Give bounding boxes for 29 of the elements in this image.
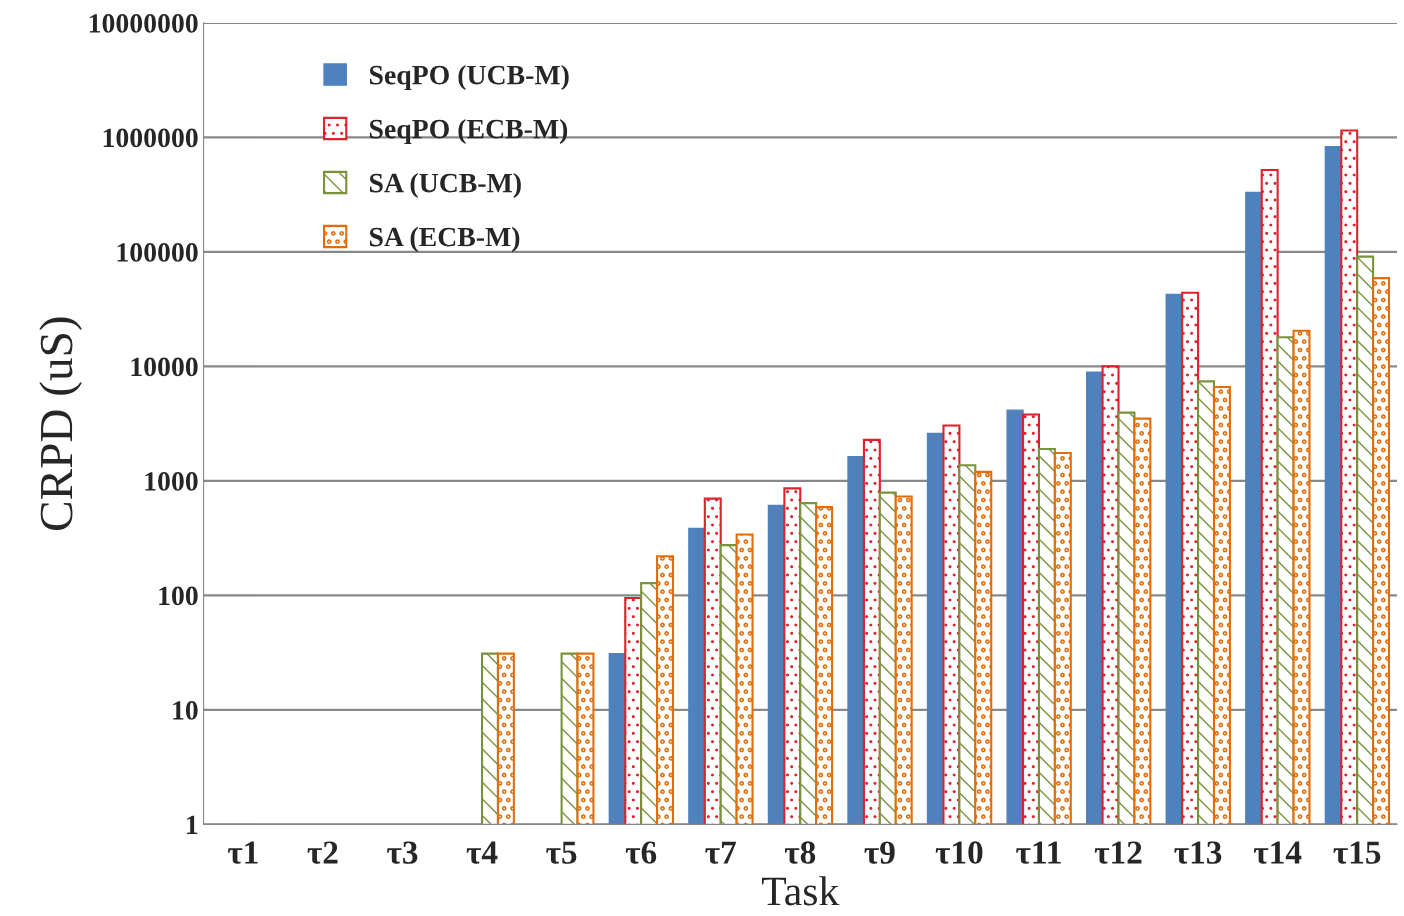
x-tick-label: τ7 <box>705 841 736 864</box>
x-tick-label: τ3 <box>387 841 418 864</box>
legend-label: SeqPO (ECB-M) <box>369 118 568 145</box>
x-tick-label: τ2 <box>307 841 338 864</box>
x-tick-label: τ13 <box>1174 841 1222 864</box>
y-tick-label: 1000000 <box>103 128 198 148</box>
y-tick-label: 10 <box>173 701 198 720</box>
x-tick-label: τ6 <box>625 841 657 864</box>
legend-label: SA (ECB-M) <box>369 226 520 253</box>
x-tick-label: τ12 <box>1094 841 1142 864</box>
y-tick-label: 100000 <box>117 243 198 262</box>
y-tick-label: 10000 <box>131 357 198 377</box>
y-tick-label: 1000 <box>145 472 198 491</box>
x-tick-label: τ15 <box>1333 841 1381 864</box>
x-tick-label: τ4 <box>466 841 498 864</box>
legend-label: SA (UCB-M) <box>369 172 521 199</box>
y-tick-label: 100 <box>159 586 198 606</box>
legend-label: SeqPO (UCB-M) <box>369 64 569 91</box>
x-tick-label: τ14 <box>1253 841 1302 864</box>
x-tick-label: τ11 <box>1016 841 1061 864</box>
x-tick-label: τ5 <box>546 841 577 864</box>
x-tick-label: τ8 <box>784 841 816 864</box>
y-tick-label: 1 <box>187 815 198 835</box>
y-axis-title: CRPD (uS) <box>39 317 83 530</box>
x-axis-title: Task <box>762 876 840 906</box>
x-tick-label: τ9 <box>864 841 895 864</box>
x-tick-label: τ10 <box>935 841 983 864</box>
y-tick-label: 10000000 <box>89 14 198 33</box>
x-tick-label: τ1 <box>228 841 258 864</box>
